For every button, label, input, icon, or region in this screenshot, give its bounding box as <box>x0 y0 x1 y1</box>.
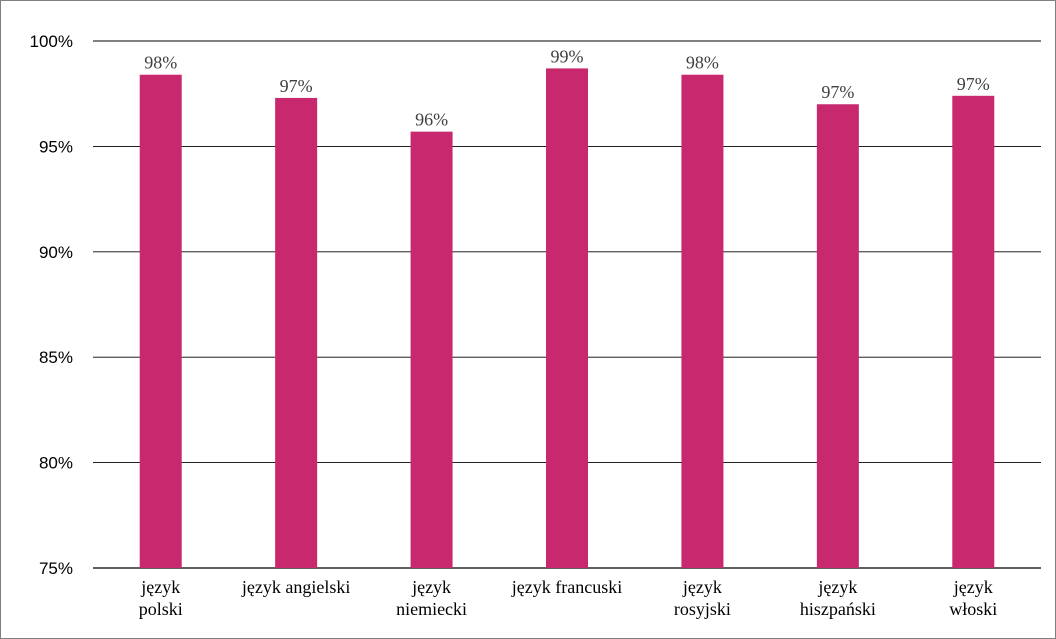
x-tick-label: język angielski <box>241 577 350 597</box>
data-label: 98% <box>686 53 719 73</box>
bar <box>952 95 995 569</box>
x-tick-label-line: język <box>817 577 857 597</box>
x-tick-label-line: język <box>411 577 451 597</box>
x-tick-label-line: niemiecki <box>396 599 467 619</box>
y-tick-label: 85% <box>39 348 73 367</box>
data-label: 96% <box>415 110 448 130</box>
bar <box>410 131 453 569</box>
x-tick-label-line: język francuski <box>511 577 622 597</box>
data-label: 97% <box>280 76 313 96</box>
x-tick-label-line: język <box>682 577 722 597</box>
x-tick-label-line: rosyjski <box>674 599 731 619</box>
data-label: 97% <box>957 74 990 94</box>
y-axis-ticks: 75% 80% 85% 90% 95% 100% <box>30 32 73 578</box>
y-tick-label: 80% <box>39 454 73 473</box>
x-tick-label-line: hiszpański <box>800 599 876 619</box>
bars <box>139 68 995 569</box>
x-tick-label-line: język <box>140 577 180 597</box>
data-label: 98% <box>144 53 177 73</box>
x-tick-label: język francuski <box>511 577 622 597</box>
y-tick-label: 75% <box>39 559 73 578</box>
y-tick-label: 95% <box>39 137 73 156</box>
data-labels: 98% 97% 96% 99% 98% 97% 97% <box>144 46 990 129</box>
x-tick-label-line: włoski <box>949 599 997 619</box>
bar <box>816 104 859 569</box>
bar <box>681 74 724 568</box>
x-tick-label-line: język angielski <box>241 577 350 597</box>
y-tick-label: 90% <box>39 243 73 262</box>
bar <box>275 97 318 568</box>
x-tick-label-line: polski <box>139 599 183 619</box>
bar <box>139 74 182 568</box>
bar <box>546 68 588 569</box>
x-tick-label-line: język <box>953 577 993 597</box>
y-tick-label: 100% <box>30 32 73 51</box>
data-label: 99% <box>551 46 584 66</box>
data-label: 97% <box>821 82 854 102</box>
